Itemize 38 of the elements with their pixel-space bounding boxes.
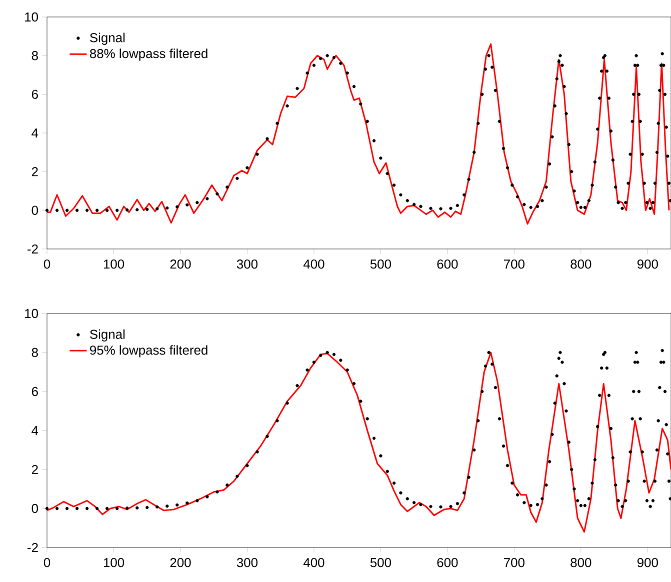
y-tick-label: 2 (32, 464, 38, 474)
y-tick-label: 4 (32, 426, 38, 435)
x-tick-label: 500 (370, 260, 391, 269)
legend-label: 88% lowpass filtered (90, 48, 208, 61)
x-tick-label: 300 (236, 260, 258, 269)
y-tick-label: -2 (28, 542, 38, 552)
x-tick-label: 0 (44, 260, 50, 269)
y-tick-label: 2 (32, 167, 38, 176)
y-tick-label: 6 (32, 386, 38, 396)
y-tick-label: 4 (32, 128, 38, 138)
legend-label: 95% lowpass filtered (90, 345, 208, 358)
x-tick-label: 0 (44, 558, 50, 568)
y-tick-label: 10 (25, 308, 38, 318)
y-tick-label: 8 (32, 348, 38, 358)
x-tick-label: 500 (370, 558, 391, 568)
x-tick-label: 300 (236, 558, 258, 568)
y-tick-label: 0 (32, 504, 38, 514)
x-tick-label: 200 (170, 260, 191, 269)
legend-label: Signal (90, 32, 125, 45)
x-tick-label: 800 (570, 558, 592, 568)
x-tick-label: 600 (437, 558, 458, 568)
x-tick-label: 600 (437, 260, 458, 269)
x-tick-label: 800 (570, 260, 592, 269)
y-tick-label: 6 (32, 90, 38, 99)
x-tick-label: 900 (637, 558, 658, 568)
legend-label: Signal (90, 329, 125, 342)
x-tick-label: 400 (303, 260, 324, 269)
x-tick-label: 100 (104, 260, 124, 269)
y-tick-label: 10 (25, 12, 38, 22)
x-tick-label: 100 (104, 558, 124, 568)
y-tick-label: 8 (32, 51, 38, 60)
x-tick-label: 900 (637, 260, 658, 269)
x-tick-label: 700 (504, 558, 524, 568)
y-tick-label: -2 (28, 244, 38, 254)
x-tick-label: 200 (170, 558, 191, 568)
y-tick-label: 0 (32, 206, 38, 215)
x-tick-label: 400 (303, 558, 324, 568)
x-tick-label: 700 (504, 260, 524, 269)
